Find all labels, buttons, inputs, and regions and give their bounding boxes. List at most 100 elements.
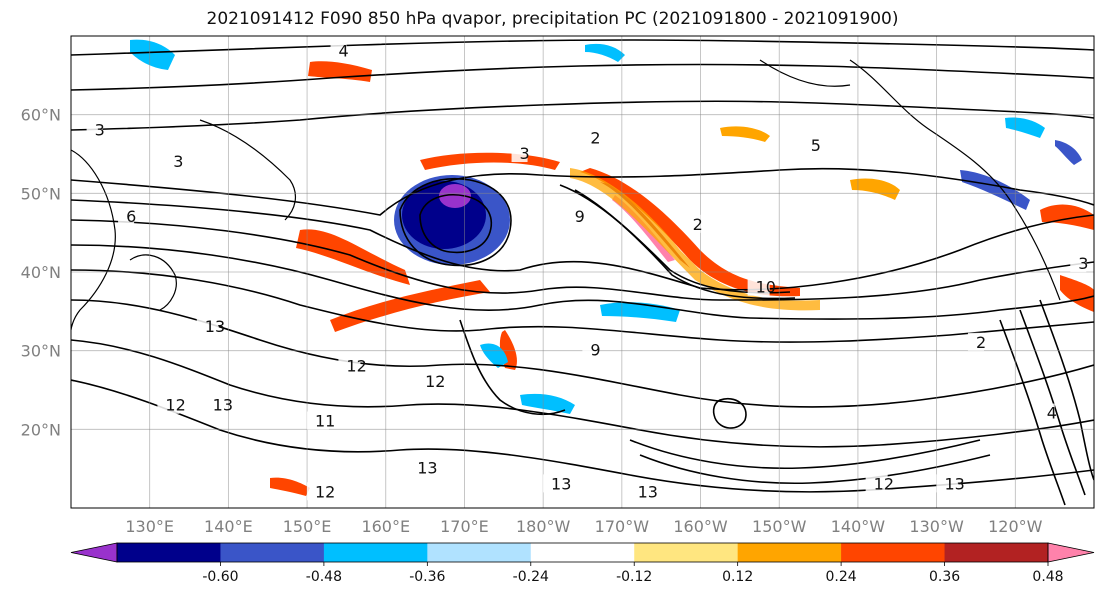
longitude-tick-label: 130°E (125, 517, 174, 536)
contour-label-background (86, 120, 103, 139)
colorbar-segment (841, 543, 946, 562)
contour-label: 9 (575, 207, 585, 226)
latitude-labels: 60°N 50°N 40°N 30°N 20°N (21, 106, 61, 440)
contour-label-background (967, 332, 984, 351)
longitude-tick-label: 140°E (204, 517, 253, 536)
precipitation-shading (130, 39, 1094, 496)
contour-label: 4 (339, 42, 349, 61)
colorbar-tick-label: -0.36 (409, 569, 445, 585)
contour-line (459, 319, 566, 416)
contour-label: 13 (944, 474, 964, 493)
contour-line (629, 439, 981, 470)
latitude-tick-label: 20°N (21, 420, 61, 439)
colorbar-tick-label: 0.48 (1032, 569, 1063, 585)
map-frame (70, 35, 1095, 509)
longitude-tick-label: 170°E (440, 517, 489, 536)
negative-anomaly-gulf-of-alaska (960, 170, 1030, 210)
colorbar-segment (323, 543, 428, 562)
positive-anomaly-east (1040, 204, 1094, 230)
kamchatka-coastline (199, 119, 297, 221)
longitude-tick-label: 120°W (988, 517, 1043, 536)
contour-line (71, 199, 1094, 291)
contour-label-background (865, 474, 888, 493)
contour-label: 12 (315, 482, 335, 501)
contour-label: 13 (417, 459, 437, 478)
negative-anomaly-peak (439, 184, 471, 208)
contour-line (71, 379, 1094, 493)
positive-anomaly-halo (570, 168, 820, 311)
colorbar-segment (634, 543, 739, 562)
colorbar-tick-label: -0.12 (616, 569, 652, 585)
figure-title: 2021091412 F090 850 hPa qvapor, precipit… (206, 9, 899, 29)
longitude-tick-label: 170°W (595, 517, 650, 536)
colorbar-tick-label: 0.24 (826, 569, 857, 585)
positive-anomaly-west (296, 229, 410, 285)
asia-coastline (71, 149, 116, 331)
contour-label: 3 (173, 152, 183, 171)
contour-label-background (747, 277, 770, 296)
contour-label: 12 (165, 396, 185, 415)
longitude-tick-label: 150°E (283, 517, 332, 536)
contour-line (71, 219, 1094, 301)
qvapor-contours (71, 39, 1094, 506)
contour-line (71, 63, 1094, 91)
contour-label: 13 (638, 482, 658, 501)
contour-label: 13 (551, 474, 571, 493)
latitude-tick-label: 50°N (21, 184, 61, 203)
contour-label-background (566, 206, 583, 225)
contour-label: 3 (520, 144, 530, 163)
latitude-tick-label: 30°N (21, 342, 61, 361)
contour-label-background (802, 136, 819, 155)
contour-label: 6 (126, 207, 136, 226)
contour-line (1039, 299, 1094, 481)
contour-line (1019, 309, 1086, 496)
colorbar-segment (220, 543, 325, 562)
contour-line (399, 178, 512, 267)
contour-label-background (629, 482, 652, 501)
contour-line (574, 189, 796, 300)
contour-label: 5 (811, 136, 821, 155)
colorbar-tick-label: -0.60 (202, 569, 238, 585)
contour-label-background (543, 474, 566, 493)
contour-label-background (582, 340, 599, 359)
longitude-tick-label: 150°W (752, 517, 807, 536)
contour-label-background (204, 395, 227, 414)
contour-label: 12 (346, 356, 366, 375)
contour-label: 13 (205, 317, 225, 336)
contour-line (999, 319, 1066, 506)
contour-label-background (165, 151, 182, 170)
longitude-labels: 130°E 140°E 150°E 160°E 170°E 180°W 170°W 160°W… (125, 517, 1042, 536)
contour-line (71, 39, 1094, 56)
colorbar-tick-label: 0.36 (929, 569, 960, 585)
contour-label: 9 (590, 341, 600, 360)
alaska-coastline (759, 59, 851, 87)
longitude-tick-label: 180°W (516, 517, 571, 536)
longitude-tick-label: 140°W (831, 517, 886, 536)
positive-anomaly-california (1060, 275, 1094, 312)
contour-label: 13 (213, 396, 233, 415)
contour-label: 10 (756, 278, 776, 297)
coastlines (71, 59, 1061, 331)
contour-label: 3 (1078, 254, 1088, 273)
contour-label: 11 (315, 411, 335, 430)
contour-label-background (1070, 254, 1087, 273)
contour-line (71, 100, 1094, 131)
map-panel: 4 3 3 3 2 5 6 2 9 10 9 13 12 12 12 13 11 13 12 13 13 12 13 2 4 3 (70, 35, 1095, 509)
contour-labels: 4 3 3 3 2 5 6 2 9 10 9 13 12 12 12 13 11 13 12 13 13 12 13 2 4 3 (86, 41, 1088, 501)
negative-anomaly-northwest (130, 39, 175, 70)
positive-anomaly-southwest (330, 280, 490, 332)
positive-anomaly-gulf (850, 178, 900, 200)
contour-label-background (330, 41, 347, 60)
contour-label: 3 (95, 120, 105, 139)
japan-coastline (129, 254, 177, 311)
contour-label: 4 (1047, 404, 1057, 423)
colorbar-segment (427, 543, 532, 562)
colorbar-segment (737, 543, 842, 562)
negative-anomaly-canada (1055, 140, 1082, 165)
longitude-tick-label: 130°W (909, 517, 964, 536)
contour-line (71, 244, 1094, 320)
contour-label-background (684, 214, 701, 233)
contour-line (71, 167, 1094, 216)
colorbar-tick-label: 0.12 (722, 569, 753, 585)
longitude-tick-label: 160°W (673, 517, 728, 536)
